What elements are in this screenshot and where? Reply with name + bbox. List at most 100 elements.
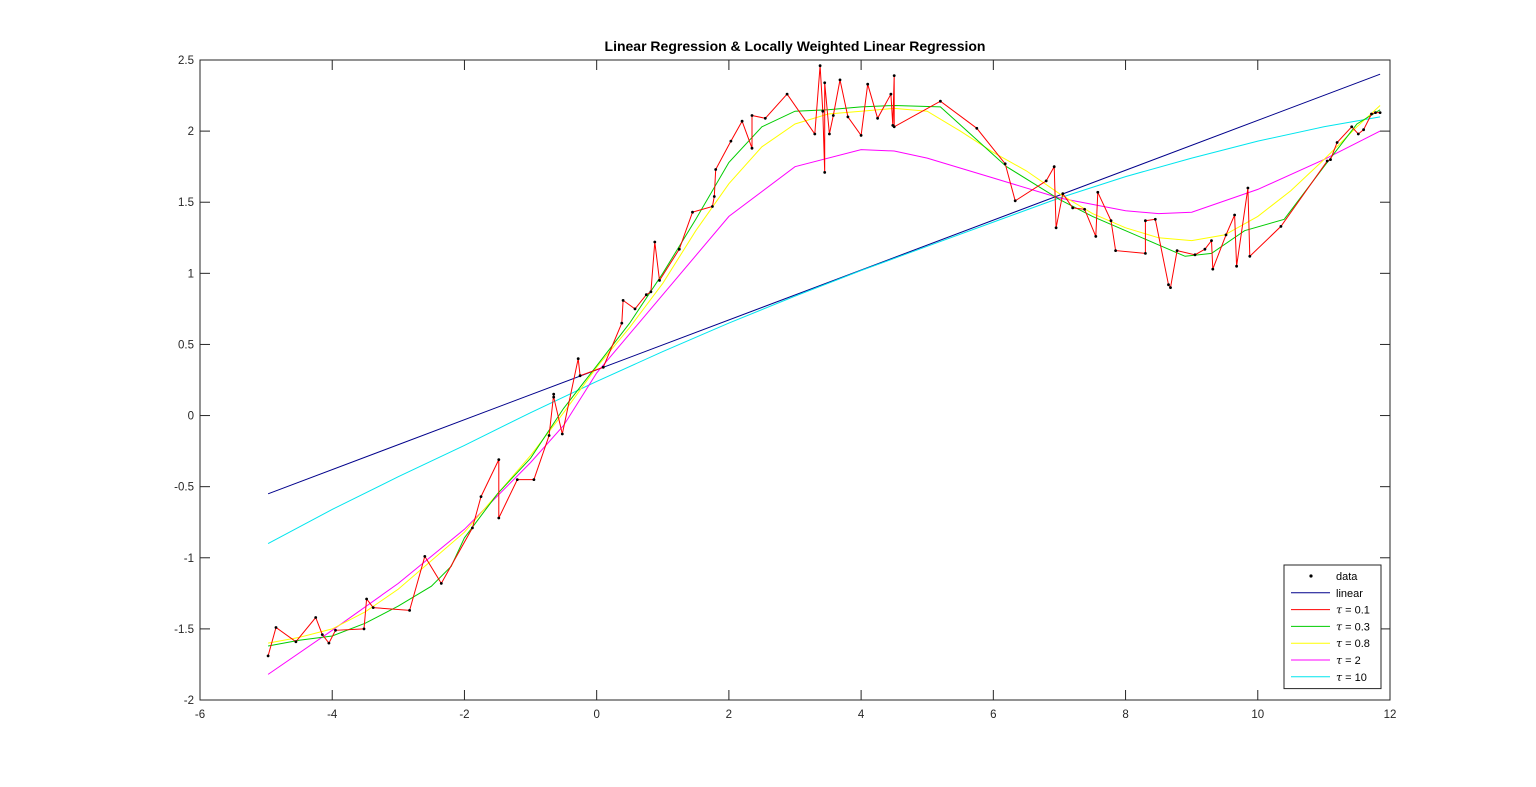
- data-point: [1246, 186, 1250, 190]
- legend-label-tau08: τ = 0.8: [1336, 637, 1370, 650]
- data-point: [294, 640, 298, 644]
- data-point: [823, 171, 827, 174]
- data-point: [1279, 225, 1283, 228]
- legend-label-tau10: τ = 10: [1336, 671, 1367, 684]
- data-point: [714, 168, 718, 171]
- data-point: [1356, 132, 1360, 136]
- x-tick-label: 4: [858, 709, 865, 721]
- data-point: [320, 633, 324, 636]
- legend-value: = 0.3: [1342, 621, 1370, 633]
- legend-value: = 2: [1342, 655, 1361, 667]
- data-point: [1233, 213, 1236, 217]
- data-point: [439, 582, 443, 585]
- data-point: [620, 321, 624, 325]
- data-point: [677, 247, 681, 251]
- x-tick-label: -4: [327, 709, 338, 721]
- data-point: [1054, 226, 1058, 230]
- y-tick-label: -2: [184, 695, 194, 707]
- data-point: [552, 395, 556, 399]
- data-point: [515, 478, 519, 481]
- plot-area: [200, 60, 1390, 700]
- data-point: [479, 495, 483, 498]
- data-point: [1044, 179, 1048, 183]
- x-tick-label: 8: [1122, 709, 1128, 721]
- x-tick-label: 10: [1251, 709, 1264, 721]
- y-tick-label: 2.5: [178, 55, 194, 67]
- data-point: [828, 132, 831, 136]
- data-point: [365, 597, 368, 601]
- data-point: [818, 64, 822, 68]
- series-line-tau10: [267, 116, 1381, 545]
- data-point: [471, 526, 474, 530]
- data-point: [691, 210, 694, 214]
- data-point: [1096, 190, 1100, 194]
- data-point: [729, 139, 733, 143]
- y-tick-label: 0.5: [178, 339, 194, 351]
- data-point: [1335, 141, 1339, 144]
- data-point: [371, 606, 375, 609]
- data-point: [859, 134, 863, 137]
- y-tick-label: 1.5: [178, 197, 194, 209]
- data-point: [1362, 128, 1365, 132]
- data-point: [1203, 247, 1207, 251]
- series-line-tau08: [268, 105, 1381, 644]
- data-point: [939, 99, 942, 103]
- data-point: [1094, 235, 1098, 238]
- data-point: [552, 392, 556, 396]
- data-point: [1052, 165, 1056, 169]
- data-point: [831, 114, 835, 117]
- legend-tau-symbol: τ: [1336, 637, 1343, 650]
- data-point: [578, 374, 582, 378]
- legend-tau-symbol: τ: [1336, 654, 1343, 667]
- data-point: [1350, 125, 1354, 129]
- data-point: [362, 627, 366, 631]
- legend-value: = 10: [1342, 672, 1367, 684]
- data-point: [1224, 233, 1228, 237]
- y-tick-label: 0: [188, 411, 194, 423]
- data-point: [763, 116, 767, 120]
- x-tick-label: -6: [195, 709, 205, 721]
- data-point: [576, 357, 580, 361]
- data-point: [1235, 264, 1238, 268]
- data-point: [274, 626, 278, 629]
- data-point: [876, 116, 879, 120]
- data-point: [423, 555, 427, 558]
- data-point: [1370, 112, 1373, 116]
- x-tick-label: 2: [726, 709, 732, 721]
- data-point: [1175, 249, 1179, 253]
- x-tick-label: 0: [593, 709, 599, 721]
- data-point: [892, 125, 896, 129]
- data-point: [1378, 111, 1382, 114]
- data-point: [823, 81, 827, 85]
- legend-label-tau03: τ = 0.3: [1336, 620, 1370, 633]
- data-point: [866, 82, 870, 86]
- series-line-tau03: [268, 104, 1381, 647]
- data-point: [711, 205, 714, 208]
- legend-tau-symbol: τ: [1336, 604, 1343, 617]
- legend-label-tau2: τ = 2: [1336, 654, 1361, 667]
- chart-title: Linear Regression & Locally Weighted Lin…: [605, 38, 986, 54]
- data-point: [975, 126, 979, 130]
- legend-value: = 0.8: [1342, 638, 1370, 650]
- data-point: [1248, 254, 1252, 258]
- data-point: [601, 365, 605, 369]
- axes-box: [199, 59, 1391, 701]
- data-point: [889, 92, 893, 96]
- data-point: [327, 641, 331, 645]
- data-point: [1144, 252, 1147, 255]
- x-tick-label: -2: [459, 709, 469, 721]
- data-point: [740, 119, 744, 123]
- data-point: [1144, 219, 1147, 223]
- data-point: [1114, 249, 1117, 253]
- data-point: [1193, 253, 1197, 257]
- x-tick-label: 12: [1384, 709, 1397, 721]
- data-point: [838, 78, 842, 82]
- data-point: [1083, 207, 1086, 211]
- data-point: [1169, 286, 1172, 289]
- data-point: [813, 132, 817, 136]
- legend-tau-symbol: τ: [1336, 620, 1343, 633]
- data-point: [785, 92, 789, 96]
- y-tick-label: -1: [184, 553, 194, 565]
